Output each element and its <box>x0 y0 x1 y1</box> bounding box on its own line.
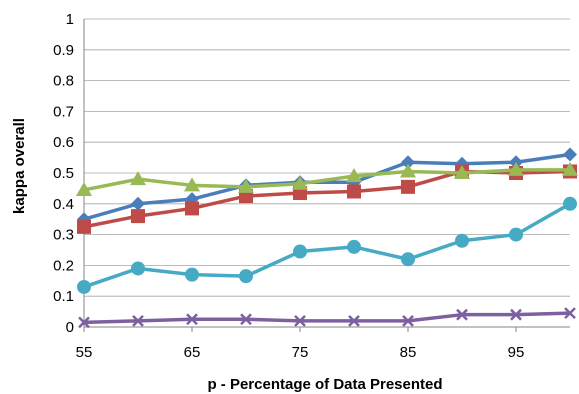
data-point <box>509 227 523 242</box>
data-point <box>510 308 522 321</box>
data-point <box>454 165 470 179</box>
data-point <box>401 179 415 194</box>
data-point <box>130 171 146 186</box>
data-point <box>131 209 145 224</box>
data-point <box>455 233 469 248</box>
gridlines <box>84 18 570 297</box>
x-tick-label: 65 <box>184 344 201 361</box>
data-point <box>78 316 90 329</box>
y-tick-label: 0.5 <box>53 165 74 182</box>
data-point <box>238 178 254 193</box>
y-tick-label: 0 <box>66 319 74 336</box>
data-point <box>400 163 416 178</box>
data-point <box>77 219 91 234</box>
y-tick-label: 0.3 <box>53 227 74 244</box>
data-point <box>239 269 253 284</box>
axes <box>83 19 570 332</box>
y-tick-label: 0.9 <box>53 42 74 59</box>
data-point <box>293 244 307 259</box>
data-point <box>132 314 144 327</box>
y-tick-label: 0.2 <box>53 257 74 274</box>
x-tick-label: 55 <box>76 344 93 361</box>
data-point <box>562 161 578 176</box>
x-tick-label: 95 <box>508 344 525 361</box>
data-point <box>347 184 361 199</box>
data-point <box>292 175 308 190</box>
data-point <box>76 181 92 196</box>
data-point <box>508 161 524 176</box>
y-tick-labels: 0 0.1 0.2 0.3 0.4 0.5 0.6 0.7 0.8 0.9 1 <box>53 11 74 336</box>
series-triangle <box>76 161 578 196</box>
series-square <box>77 164 577 234</box>
data-point <box>563 196 577 211</box>
data-point <box>456 308 468 321</box>
data-point <box>185 201 199 216</box>
y-tick-label: 1 <box>66 11 74 28</box>
data-point <box>185 267 199 282</box>
x-tick-label: 75 <box>292 344 309 361</box>
data-point <box>184 177 200 192</box>
y-tick-label: 0.6 <box>53 134 74 151</box>
data-point <box>402 314 414 327</box>
data-point <box>401 155 415 170</box>
series-line <box>83 311 571 325</box>
series <box>76 147 578 329</box>
y-tick-label: 0.4 <box>53 196 74 213</box>
y-axis-title: kappa overall <box>11 118 28 214</box>
y-tick-label: 0.8 <box>53 73 74 90</box>
data-point <box>347 239 361 254</box>
series-line <box>83 152 571 221</box>
x-tick-label: 85 <box>400 344 417 361</box>
x-axis-title: p - Percentage of Data Presented <box>207 376 442 393</box>
data-point <box>240 313 252 326</box>
series-line <box>83 168 570 192</box>
data-point <box>346 168 362 183</box>
series-circle <box>77 196 577 294</box>
data-point <box>186 313 198 326</box>
data-point <box>564 307 576 320</box>
data-point <box>77 279 91 294</box>
x-tick-labels: 55 65 75 85 95 <box>76 344 525 361</box>
series-line <box>83 202 571 289</box>
data-point <box>131 261 145 276</box>
data-point <box>131 196 145 211</box>
y-tick-label: 0.7 <box>53 103 74 120</box>
data-point <box>401 252 415 267</box>
data-point <box>348 314 360 327</box>
y-tick-label: 0.1 <box>53 288 74 305</box>
data-point <box>563 147 577 162</box>
series-cross <box>78 307 576 329</box>
data-point <box>294 314 306 327</box>
